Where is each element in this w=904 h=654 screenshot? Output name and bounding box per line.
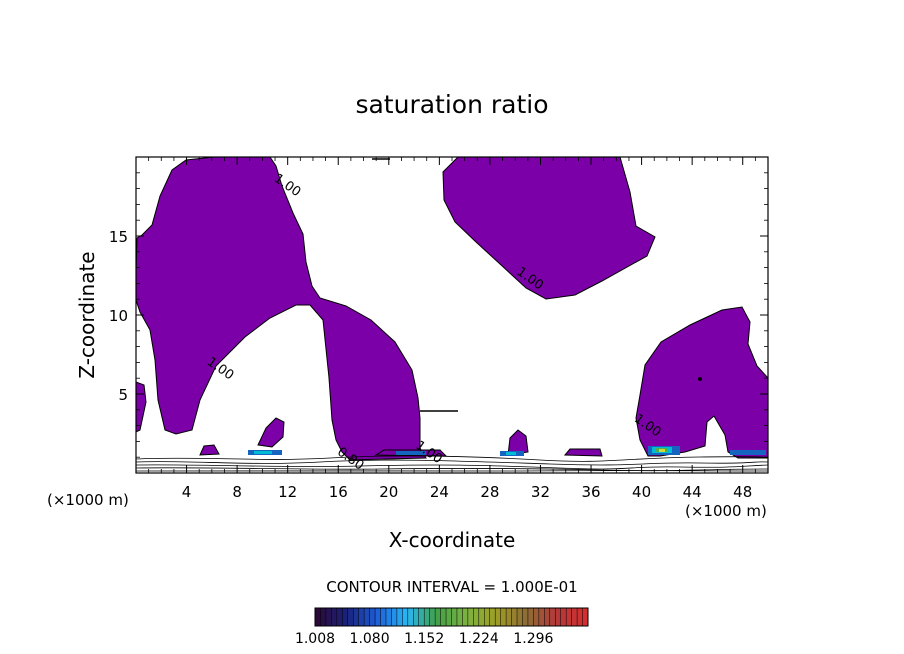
colorbar-band bbox=[549, 608, 556, 626]
colorbar-band bbox=[571, 608, 578, 626]
colorbar-band bbox=[413, 608, 420, 626]
colorbar-band bbox=[331, 608, 338, 626]
x-axis: 4 8 12 16 20 24 28 32 36 40 44 48 bbox=[148, 157, 756, 501]
supersaturated-lobe-3 bbox=[199, 444, 220, 456]
colorbar-band bbox=[484, 608, 491, 626]
colorbar-band bbox=[456, 608, 463, 626]
x-tick-label: 20 bbox=[379, 483, 398, 501]
colorbar-band bbox=[577, 608, 584, 626]
colorbar-band bbox=[347, 608, 354, 626]
colorbar-band bbox=[358, 608, 365, 626]
colorbar-band bbox=[446, 608, 452, 626]
colorbar-tick-label: 1.296 bbox=[513, 631, 553, 647]
highlight-10 bbox=[396, 451, 426, 455]
colorbar-band bbox=[418, 608, 425, 626]
colorbar-tick-label: 1.080 bbox=[350, 631, 390, 647]
x-axis-unit-left: (×1000 m) bbox=[47, 491, 129, 509]
colorbar-band bbox=[369, 608, 376, 626]
y-tick-label: 10 bbox=[109, 307, 128, 325]
colorbar-band bbox=[544, 608, 551, 626]
colorbar bbox=[314, 607, 589, 627]
highlight-2 bbox=[254, 451, 272, 454]
colorbar-band bbox=[555, 608, 562, 626]
surface-contours bbox=[136, 455, 768, 472]
colorbar-band bbox=[538, 608, 545, 626]
colorbar-band bbox=[451, 608, 458, 626]
colorbar-tick-labels: 1.008 1.080 1.152 1.224 1.296 bbox=[295, 631, 554, 647]
colorbar-band bbox=[478, 608, 485, 626]
colorbar-band bbox=[566, 608, 573, 626]
x-tick-label: 36 bbox=[581, 483, 600, 501]
colorbar-band bbox=[364, 608, 371, 626]
colorbar-band bbox=[435, 608, 442, 626]
x-tick-label: 4 bbox=[182, 483, 192, 501]
colorbar-band bbox=[440, 608, 447, 626]
colorbar-band bbox=[396, 608, 403, 626]
colorbar-band bbox=[560, 608, 567, 626]
colorbar-tick-label: 1.008 bbox=[295, 631, 335, 647]
colorbar-band bbox=[336, 608, 343, 626]
supersaturated-lobe-4 bbox=[136, 381, 147, 433]
colorbar-band bbox=[407, 608, 414, 626]
x-tick-label: 8 bbox=[232, 483, 242, 501]
colorbar-band bbox=[342, 608, 349, 626]
x-axis-label: X-coordinate bbox=[389, 528, 516, 552]
colorbar-band bbox=[320, 608, 327, 626]
x-tick-label: 40 bbox=[632, 483, 651, 501]
colorbar-band bbox=[353, 608, 360, 626]
colorbar-band bbox=[500, 608, 507, 626]
supersaturated-lobe-2 bbox=[507, 429, 529, 456]
colorbar-band bbox=[582, 608, 589, 626]
supersaturated-lobe-1 bbox=[257, 417, 285, 448]
colorbar-band bbox=[473, 608, 480, 626]
colorbar-band bbox=[506, 608, 513, 626]
contour-interval-label: CONTOUR INTERVAL = 1.000E-01 bbox=[326, 578, 577, 596]
colorbar-band bbox=[315, 608, 321, 626]
y-tick-label: 15 bbox=[109, 228, 128, 246]
colorbar-band bbox=[527, 608, 534, 626]
supersaturated-lobe-6 bbox=[563, 448, 603, 457]
x-tick-label: 16 bbox=[329, 483, 348, 501]
supersaturated-region-right bbox=[635, 306, 768, 459]
colorbar-tick-label: 1.152 bbox=[404, 631, 444, 647]
y-axis-label: Z-coordinate bbox=[75, 251, 99, 378]
colorbar-band bbox=[375, 608, 382, 626]
colorbar-band bbox=[522, 608, 529, 626]
colorbar-band bbox=[385, 608, 392, 626]
x-tick-label: 24 bbox=[430, 483, 449, 501]
x-tick-label: 12 bbox=[278, 483, 297, 501]
x-tick-label: 48 bbox=[733, 483, 752, 501]
colorbar-band bbox=[462, 608, 469, 626]
supersaturated-region-top bbox=[442, 157, 656, 300]
highlight-4 bbox=[506, 452, 516, 455]
colorbar-band bbox=[517, 608, 523, 626]
colorbar-band bbox=[429, 608, 436, 626]
colorbar-band bbox=[380, 608, 387, 626]
contour-label: 1.00 bbox=[413, 438, 445, 467]
plot-area bbox=[136, 157, 768, 472]
chart-title: saturation ratio bbox=[355, 90, 548, 119]
x-tick-label: 32 bbox=[531, 483, 550, 501]
x-axis-unit-right: (×1000 m) bbox=[685, 502, 767, 520]
colorbar-band bbox=[467, 608, 474, 626]
highlight-9 bbox=[730, 450, 766, 455]
colorbar-band bbox=[402, 608, 409, 626]
colorbar-frame bbox=[314, 607, 589, 627]
supersaturated-region-left bbox=[136, 157, 427, 461]
colorbar-band bbox=[489, 608, 496, 626]
y-tick-label: 5 bbox=[118, 386, 128, 404]
colorbar-band bbox=[495, 608, 502, 626]
colorbar-band bbox=[325, 608, 332, 626]
x-tick-label: 28 bbox=[480, 483, 499, 501]
colorbar-band bbox=[533, 608, 540, 626]
x-tick-label: 44 bbox=[683, 483, 702, 501]
y-axis: 5 10 15 bbox=[109, 172, 768, 458]
highlight-8 bbox=[659, 449, 665, 452]
colorbar-band bbox=[424, 608, 431, 626]
feature-dot bbox=[698, 377, 702, 381]
colorbar-band bbox=[511, 608, 518, 626]
colorbar-tick-label: 1.224 bbox=[459, 631, 499, 647]
colorbar-band bbox=[391, 608, 398, 626]
